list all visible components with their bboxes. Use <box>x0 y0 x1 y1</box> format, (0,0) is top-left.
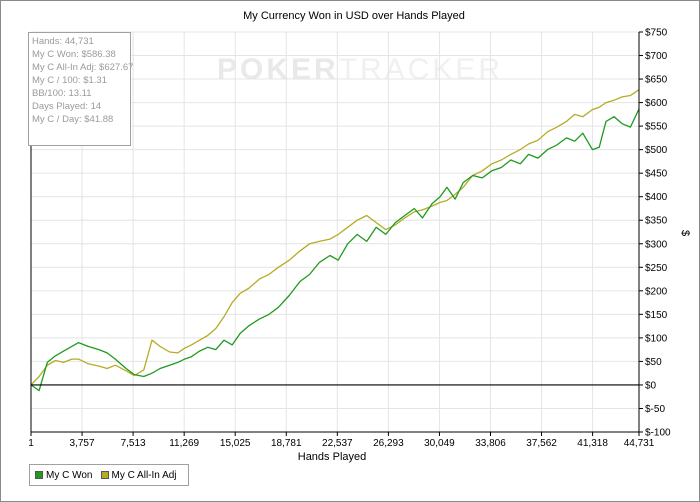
legend-item-allin-adj[interactable]: My C All-In Adj <box>100 469 177 481</box>
legend-label-won: My C Won <box>46 469 93 481</box>
stat-won: My C Won: $586.38 <box>32 49 116 60</box>
y-axis-title: $ <box>679 230 691 236</box>
y-tick-label: $0 <box>645 380 657 391</box>
y-tick-label: $350 <box>645 216 668 227</box>
stat-per-day: My C / Day: $41.88 <box>32 114 114 125</box>
chart-legend: My C Won My C All-In Adj <box>29 464 189 486</box>
x-tick-label: 41,318 <box>577 438 608 449</box>
legend-label-allin-adj: My C All-In Adj <box>111 469 177 481</box>
stat-per-100: My C / 100: $1.31 <box>32 75 107 86</box>
series-layer <box>30 89 640 392</box>
x-tick-label: 3,757 <box>70 438 95 449</box>
y-tick-label: $500 <box>645 145 668 156</box>
watermark-tracker: TRACKER <box>338 53 504 86</box>
y-tick-label: $700 <box>645 51 668 62</box>
y-tick-label: $-50 <box>645 404 665 415</box>
x-tick-label: 44,731 <box>624 438 655 449</box>
x-tick-label: 30,049 <box>424 438 455 449</box>
y-tick-label: $250 <box>645 263 668 274</box>
x-tick-label: 33,806 <box>475 438 506 449</box>
y-tick-label: $600 <box>645 98 668 109</box>
x-tick-label: 11,269 <box>169 438 199 449</box>
stat-hands: Hands: 44,731 <box>32 36 94 47</box>
y-tick-label: $-100 <box>645 428 671 439</box>
chart-title: My Currency Won in USD over Hands Played <box>243 10 465 22</box>
y-tick-label: $200 <box>645 286 668 297</box>
y-tick-label: $150 <box>645 310 668 321</box>
x-tick-label: 37,562 <box>526 438 557 449</box>
y-tick-label: $650 <box>645 75 668 86</box>
series-line-my-c-all-in-adj <box>30 89 640 386</box>
y-tick-label: $50 <box>645 357 662 368</box>
legend-swatch-won <box>35 471 43 479</box>
x-tick-label: 15,025 <box>220 438 251 449</box>
y-tick-label: $100 <box>645 333 668 344</box>
y-tick-label: $300 <box>645 239 668 250</box>
watermark-poker: POKER <box>217 53 339 86</box>
x-tick-label: 7,513 <box>121 438 146 449</box>
y-tick-label: $400 <box>645 192 668 203</box>
x-tick-label: 22,537 <box>322 438 353 449</box>
legend-swatch-allin-adj <box>100 471 109 479</box>
stats-box: Hands: 44,731 My C Won: $586.38 My C All… <box>28 32 134 146</box>
x-tick-label: 18,781 <box>271 438 302 449</box>
series-line-my-c-won <box>30 108 640 392</box>
stat-bb-100: BB/100: 13.11 <box>32 88 92 99</box>
y-tick-label: $450 <box>645 169 668 180</box>
pokertracker-watermark-logo: POKERTRACKER <box>217 53 503 87</box>
y-tick-label: $550 <box>645 122 668 133</box>
stat-days-played: Days Played: 14 <box>32 101 102 112</box>
legend-item-won[interactable]: My C Won <box>35 470 93 481</box>
axes-layer: $-100 $-50 $0 $50 $100 $150 $200 $250 $300 $350 $4… <box>28 28 671 450</box>
y-tick-label: $750 <box>645 28 668 39</box>
x-tick-label: 1 <box>28 438 34 449</box>
x-axis-title: Hands Played <box>298 451 367 463</box>
x-tick-label: 26,293 <box>373 438 404 449</box>
stat-allin-adj: My C All-In Adj: $627.67 <box>32 62 134 73</box>
